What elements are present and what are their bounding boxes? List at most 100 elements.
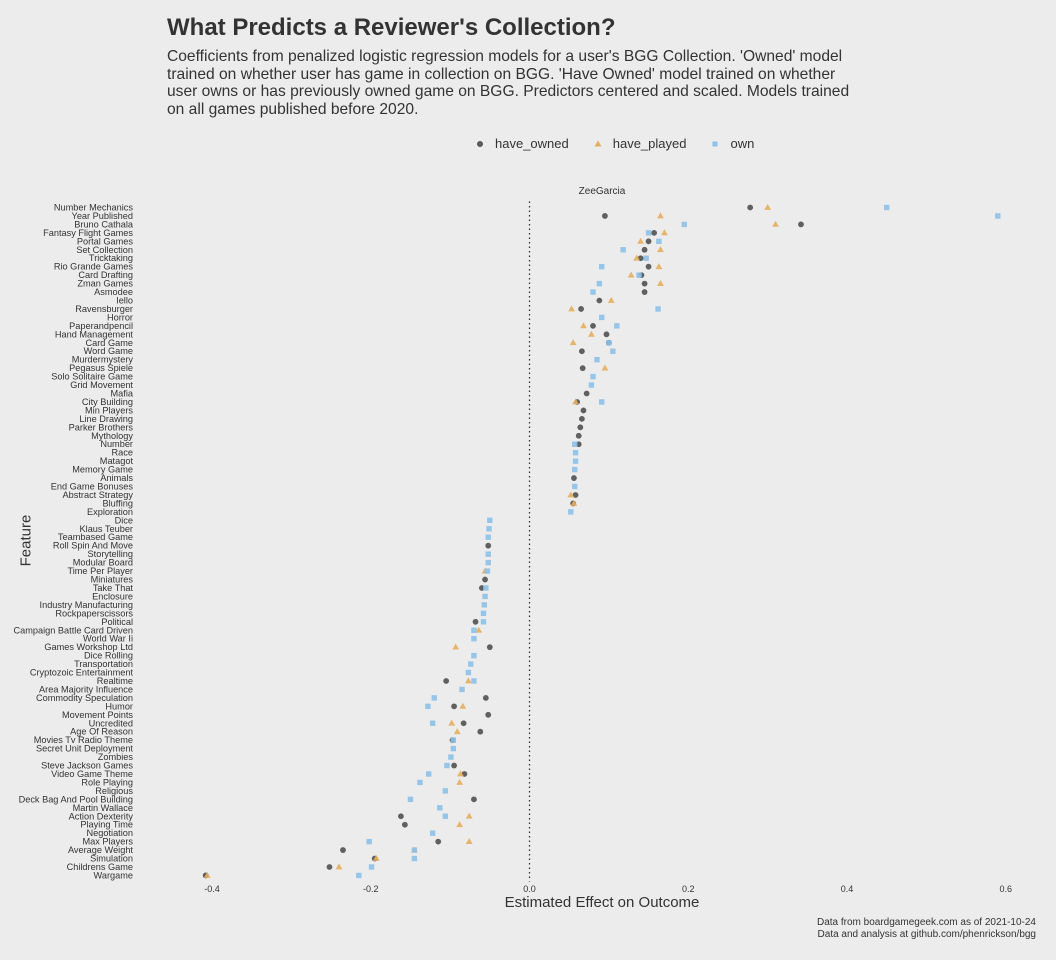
y-tick-label: Zombies xyxy=(98,752,134,762)
point-own xyxy=(450,737,456,743)
y-tick-label: Commodity Speculation xyxy=(36,693,133,703)
point-own xyxy=(572,483,578,490)
y-tick-label: Secret Unit Deployment xyxy=(36,744,133,754)
point-own xyxy=(645,230,652,236)
y-tick-label: Word Game xyxy=(84,346,133,356)
point-own xyxy=(366,838,372,845)
caption: Data from boardgamegeek.com as of 2021-1… xyxy=(817,917,1036,941)
y-tick-label: Rockpaperscissors xyxy=(55,608,133,618)
y-tick-label: Cryptozoic Entertainment xyxy=(30,668,134,678)
legend-circle-icon xyxy=(477,140,483,147)
point-have_owned xyxy=(590,322,596,329)
point-have_owned xyxy=(572,492,579,498)
point-own xyxy=(425,703,431,710)
point-own xyxy=(572,449,579,456)
y-tick-label: Role Playing xyxy=(81,777,133,787)
y-tick-label: Area Majority Influence xyxy=(39,684,133,694)
point-have_played xyxy=(655,263,663,270)
point-own xyxy=(681,221,687,228)
point-own xyxy=(485,551,491,557)
point-own xyxy=(368,864,375,870)
point-own xyxy=(588,382,595,388)
y-tick-label: Dice Rolling xyxy=(84,651,133,661)
point-have_played xyxy=(657,212,664,219)
point-own xyxy=(431,695,437,701)
point-own xyxy=(425,771,432,777)
point-have_played xyxy=(335,863,343,870)
point-own xyxy=(429,830,436,836)
point-have_owned xyxy=(398,813,404,820)
point-have_owned xyxy=(641,246,648,253)
point-own xyxy=(483,585,489,591)
point-own xyxy=(450,745,456,752)
point-have_played xyxy=(567,491,575,498)
point-own xyxy=(444,762,450,769)
point-own xyxy=(656,238,662,245)
y-tick-label: Parker Brothers xyxy=(69,422,134,432)
point-have_played xyxy=(464,677,472,684)
point-have_owned xyxy=(641,289,648,295)
point-have_played xyxy=(453,728,461,735)
point-own xyxy=(417,779,423,786)
legend-triangle-icon xyxy=(594,140,602,146)
y-tick-label: Portal Games xyxy=(77,236,134,246)
point-have_owned xyxy=(451,762,457,769)
y-tick-label: Enclosure xyxy=(92,591,133,601)
point-have_owned xyxy=(326,864,333,870)
y-tick-label: Teambased Game xyxy=(58,532,133,542)
y-tick-label: Steve Jackson Games xyxy=(41,761,133,771)
y-tick-label: Abstract Strategy xyxy=(63,490,134,500)
x-tick-label: 0.2 xyxy=(682,884,695,894)
y-axis-title: Feature xyxy=(17,514,35,567)
point-have_played xyxy=(452,643,460,650)
point-own xyxy=(655,306,661,312)
y-tick-label: Video Game Theme xyxy=(51,769,133,779)
point-have_owned xyxy=(603,331,610,338)
y-tick-label: Murdermystery xyxy=(72,355,134,365)
x-tick-label: -0.4 xyxy=(204,884,220,894)
point-own xyxy=(610,348,616,354)
legend-item-have-owned: have_owned xyxy=(473,136,569,151)
y-tick-label: Solo Solitaire Game xyxy=(51,372,133,382)
y-tick-label: Playing Time xyxy=(80,820,133,830)
point-have_played xyxy=(456,821,464,828)
y-tick-label: Matagot xyxy=(100,456,134,466)
x-tick-label: -0.2 xyxy=(363,884,379,894)
y-tick-label: Uncredited xyxy=(89,718,133,728)
legend-item-own: own xyxy=(708,136,754,151)
legend: have_owned have_played own xyxy=(473,136,776,151)
point-own xyxy=(485,559,491,566)
x-tick-label: 0.0 xyxy=(523,884,536,894)
point-own xyxy=(429,720,436,726)
y-tick-label: Campaign Battle Card Driven xyxy=(14,625,134,635)
y-tick-label: Martin Wallace xyxy=(73,803,133,813)
point-own xyxy=(465,669,472,676)
y-tick-label: Realtime xyxy=(97,676,133,686)
y-tick-label: Rio Grande Games xyxy=(54,262,134,272)
y-tick-label: Race xyxy=(112,448,133,458)
point-have_played xyxy=(627,271,635,278)
point-have_played xyxy=(607,296,615,303)
point-own xyxy=(614,323,620,329)
point-own xyxy=(606,340,612,346)
point-have_played xyxy=(372,854,380,861)
point-own xyxy=(480,610,487,617)
facet-label: ZeeGarcia xyxy=(578,186,626,197)
point-own xyxy=(643,255,649,261)
caption-line: Data and analysis at github.com/phenrick… xyxy=(817,929,1036,940)
y-tick-label: Take That xyxy=(93,583,134,593)
y-tick-label: Simulation xyxy=(90,854,133,864)
y-tick-label: Dice xyxy=(115,515,133,525)
point-have_owned xyxy=(443,678,450,684)
point-own xyxy=(471,678,477,684)
y-tick-label: Card Game xyxy=(86,338,134,348)
point-have_played xyxy=(657,279,664,286)
y-tick-label: Action Dexterity xyxy=(69,811,134,821)
y-tick-label: World War Ii xyxy=(83,634,133,644)
y-tick-label: Modular Board xyxy=(73,558,133,568)
point-have_owned xyxy=(578,415,585,422)
point-have_owned xyxy=(571,475,577,481)
legend-label: have_played xyxy=(612,136,687,151)
point-have_played xyxy=(572,398,579,405)
y-tick-label: Line Drawing xyxy=(79,414,133,424)
